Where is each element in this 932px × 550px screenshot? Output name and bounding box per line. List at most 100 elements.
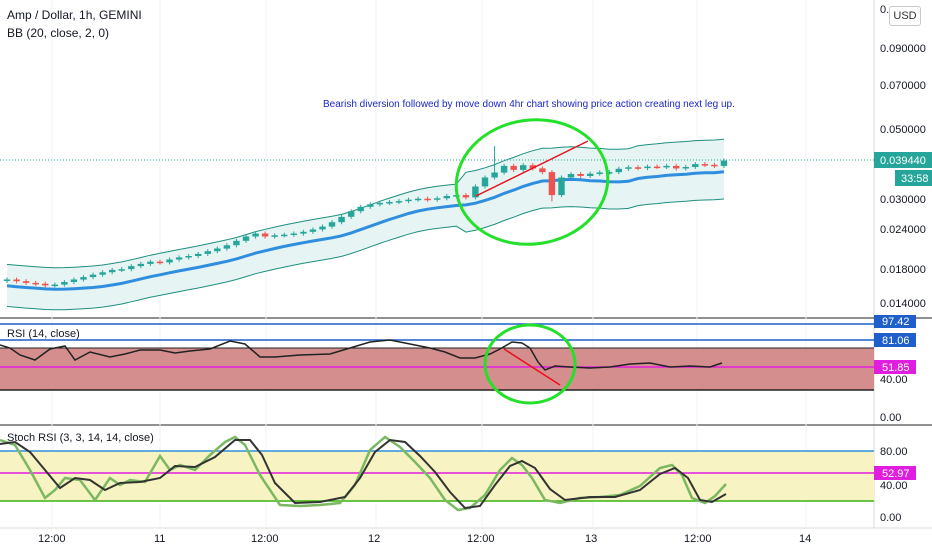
stoch-tick: 0.00 — [880, 512, 901, 524]
candle-body — [510, 165, 517, 170]
candle-body — [290, 233, 297, 235]
candle-body — [472, 186, 479, 198]
bb-basis-line — [6, 170, 725, 291]
annotation-text: Bearish diversion followed by move down … — [323, 99, 735, 110]
candle-body — [89, 274, 97, 278]
price-tick: 0.024000 — [880, 224, 926, 236]
time-axis[interactable]: 12:00 11 12:00 12 12:00 13 12:00 14 — [38, 533, 811, 545]
currency-button[interactable]: USD — [889, 6, 921, 26]
price-tick: 0.050000 — [880, 124, 926, 136]
candle-body — [500, 165, 508, 173]
candle-body — [682, 167, 689, 169]
trend-line-price — [475, 140, 589, 197]
candle-body — [606, 172, 613, 174]
candle-body — [32, 282, 39, 285]
candle-body — [233, 240, 240, 246]
candle-body — [491, 172, 498, 178]
candle-body — [405, 199, 412, 202]
candle-body — [137, 263, 144, 267]
candle-body — [166, 259, 173, 263]
candle-body — [319, 226, 326, 230]
time-label: 11 — [154, 533, 165, 545]
time-label: 12:00 — [251, 533, 279, 545]
time-label: 12 — [368, 533, 380, 545]
candle-body — [99, 272, 106, 275]
rsi-title: RSI (14, close) — [7, 328, 80, 340]
rsi-upper-value: 81.06 — [882, 335, 910, 347]
candle-body — [185, 256, 192, 258]
price-tick: 0.014000 — [880, 298, 926, 310]
stoch-tick: 40.00 — [880, 480, 908, 492]
price-tick: 0.018000 — [880, 264, 926, 276]
stoch-current-value: 52.97 — [882, 468, 910, 480]
current-price-badge — [874, 152, 932, 168]
candle-body — [118, 269, 125, 271]
rsi-top-badge — [874, 315, 916, 328]
rsi-current-value: 51.85 — [882, 362, 910, 374]
candle-body — [42, 283, 49, 286]
bb-indicator-label: BB (20, close, 2, 0) — [7, 26, 109, 40]
candle-body — [271, 235, 278, 237]
stoch-d-line — [0, 438, 727, 510]
candle-body — [434, 198, 441, 200]
symbol-title: Amp / Dollar, 1h, GEMINI — [7, 8, 142, 22]
candle-body — [644, 166, 651, 169]
candle-body — [300, 231, 307, 234]
time-label: 13 — [585, 533, 597, 545]
candle-body — [711, 164, 718, 167]
candle-body — [204, 251, 211, 254]
candle-body — [567, 174, 575, 178]
candle-body — [338, 216, 345, 223]
bb-lower-line — [6, 198, 725, 311]
candle-body — [348, 211, 355, 217]
stoch-current-badge — [874, 466, 916, 480]
candle-body — [214, 248, 221, 252]
candle-body — [539, 168, 546, 173]
candle-body — [128, 266, 135, 270]
price-tick-top: 0. — [880, 4, 889, 16]
candle-body — [596, 172, 603, 174]
candle-body — [109, 269, 116, 273]
rsi-tick: 0.00 — [880, 412, 901, 424]
candle-body — [443, 196, 450, 199]
candle-body — [70, 279, 78, 282]
candle-body — [328, 222, 336, 227]
trend-line-rsi — [503, 348, 561, 386]
candle-body — [195, 253, 202, 256]
candle-body — [577, 174, 584, 176]
rsi-tick: 40.00 — [880, 374, 908, 386]
candle-body — [309, 229, 317, 232]
candle-body — [252, 233, 259, 237]
candle-body — [701, 164, 709, 166]
candle-body — [156, 261, 164, 264]
rsi-band-fill — [0, 348, 874, 390]
price-tick: 0.030000 — [880, 194, 926, 206]
highlight-circle-rsi — [483, 323, 577, 405]
candle-body — [653, 166, 661, 169]
candles-group — [3, 145, 728, 288]
price-axis[interactable]: 0. 0.090000 0.070000 0.050000 0.030000 0… — [880, 4, 926, 310]
candle-body — [242, 236, 250, 241]
candle-body — [281, 234, 288, 237]
candle-body — [395, 201, 403, 203]
candle-body — [634, 167, 642, 169]
time-label: 12:00 — [38, 533, 66, 545]
candle-body — [520, 165, 527, 170]
candle-body — [22, 281, 30, 283]
candle-body — [615, 168, 622, 173]
candle-body — [587, 173, 594, 176]
candle-body — [261, 233, 269, 237]
candle-body — [3, 279, 11, 281]
candle-body — [223, 245, 231, 249]
rsi-top-value: 97.42 — [882, 316, 910, 328]
candle-body — [376, 202, 383, 205]
candle-body — [481, 177, 489, 187]
candle-body — [462, 195, 470, 198]
time-label: 12:00 — [467, 533, 495, 545]
price-tick: 0.070000 — [880, 80, 926, 92]
candle-body — [386, 202, 393, 204]
rsi-upper-badge — [874, 333, 916, 347]
candle-body — [367, 204, 374, 207]
rsi-current-badge — [874, 360, 916, 374]
